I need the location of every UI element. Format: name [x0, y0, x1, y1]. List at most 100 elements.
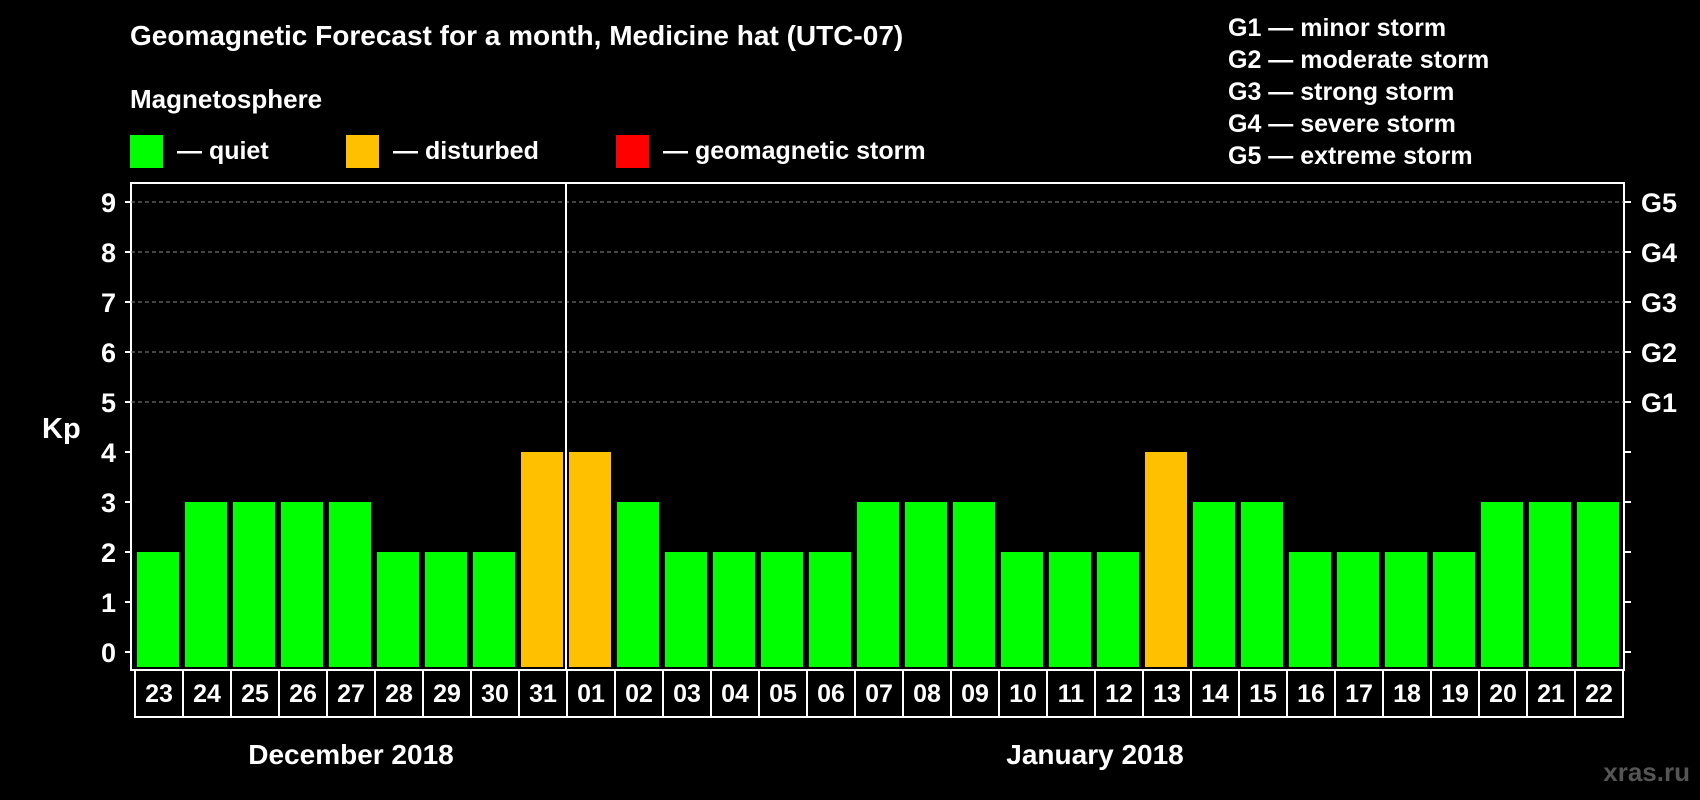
storm-axis-label-g1: G1 — [1641, 388, 1677, 418]
day-label-25: 25 — [241, 680, 269, 708]
day-label-10: 10 — [1009, 680, 1037, 708]
storm-level-g5: G5 — extreme storm — [1228, 142, 1473, 170]
y-tick-label: 7 — [101, 288, 116, 318]
storm-axis-label-g5: G5 — [1641, 188, 1677, 218]
day-label-15: 15 — [1249, 680, 1277, 708]
bar-20 — [1481, 502, 1523, 667]
day-label-13: 13 — [1153, 680, 1181, 708]
bar-10 — [1001, 552, 1043, 667]
legend-storm-swatch — [616, 134, 649, 168]
day-label-07: 07 — [865, 680, 893, 708]
day-label-27: 27 — [337, 680, 365, 708]
watermark: xras.ru — [1603, 757, 1690, 787]
storm-axis-label-g2: G2 — [1641, 338, 1677, 368]
day-label-04: 04 — [721, 680, 749, 708]
bar-03 — [665, 552, 707, 667]
day-label-14: 14 — [1201, 680, 1229, 708]
magnetosphere-label: Magnetosphere — [130, 84, 323, 114]
bar-25 — [233, 502, 275, 667]
day-label-20: 20 — [1489, 680, 1517, 708]
bar-04 — [713, 552, 755, 667]
bar-05 — [761, 552, 803, 667]
day-label-06: 06 — [817, 680, 845, 708]
day-label-23: 23 — [145, 680, 173, 708]
y-tick-label: 1 — [101, 588, 116, 618]
bar-12 — [1097, 552, 1139, 667]
bar-24 — [185, 502, 227, 667]
bar-16 — [1289, 552, 1331, 667]
bar-19 — [1433, 552, 1475, 667]
y-tick-label: 5 — [101, 388, 116, 418]
day-label-17: 17 — [1345, 680, 1373, 708]
month-label-december: December 2018 — [248, 739, 453, 770]
day-label-03: 03 — [673, 680, 701, 708]
day-label-21: 21 — [1537, 680, 1565, 708]
bar-21 — [1529, 502, 1571, 667]
day-label-19: 19 — [1441, 680, 1469, 708]
bar-08 — [905, 502, 947, 667]
day-label-22: 22 — [1585, 680, 1613, 708]
y-tick-label: 6 — [101, 338, 116, 368]
y-axis-label: Kp — [42, 413, 81, 445]
bar-22 — [1577, 502, 1619, 667]
day-label-05: 05 — [769, 680, 797, 708]
day-label-18: 18 — [1393, 680, 1421, 708]
month-label-january: January 2018 — [1006, 739, 1183, 770]
bar-23 — [137, 552, 179, 667]
storm-level-legend: G1 — minor storm G2 — moderate storm G3 … — [1228, 12, 1489, 172]
bar-14 — [1193, 502, 1235, 667]
storm-level-g1: G1 — minor storm — [1228, 14, 1447, 42]
day-label-08: 08 — [913, 680, 941, 708]
y-tick-label: 9 — [101, 188, 116, 218]
bar-09 — [953, 502, 995, 667]
legend-quiet-swatch — [130, 134, 163, 168]
bar-26 — [281, 502, 323, 667]
bar-29 — [425, 552, 467, 667]
y-tick-label: 2 — [101, 538, 116, 568]
day-label-16: 16 — [1297, 680, 1325, 708]
bar-30 — [473, 552, 515, 667]
bar-17 — [1337, 552, 1379, 667]
bar-28 — [377, 552, 419, 667]
storm-level-g4: G4 — severe storm — [1228, 110, 1456, 138]
bar-13 — [1145, 452, 1187, 667]
storm-level-g3: G3 — strong storm — [1228, 78, 1455, 106]
day-label-02: 02 — [625, 680, 653, 708]
legend-quiet: — quiet — [130, 134, 269, 168]
bar-07 — [857, 502, 899, 667]
y-tick-label: 0 — [101, 638, 116, 668]
day-label-31: 31 — [529, 680, 557, 708]
day-label-30: 30 — [481, 680, 509, 708]
bar-11 — [1049, 552, 1091, 667]
day-label-09: 09 — [961, 680, 989, 708]
storm-level-g2: G2 — moderate storm — [1228, 46, 1490, 74]
y-tick-label: 4 — [101, 438, 116, 468]
y-tick-label: 3 — [101, 488, 116, 518]
storm-axis-label-g3: G3 — [1641, 288, 1677, 318]
day-label-01: 01 — [577, 680, 605, 708]
y-tick-label: 8 — [101, 238, 116, 268]
bar-31 — [521, 452, 563, 667]
legend-storm-label: — geomagnetic storm — [663, 136, 926, 165]
day-label-11: 11 — [1058, 680, 1085, 708]
bar-06 — [809, 552, 851, 667]
legend-disturbed-swatch — [346, 134, 379, 168]
legend-disturbed: — disturbed — [346, 134, 539, 168]
storm-axis-label-g4: G4 — [1641, 238, 1677, 268]
day-label-29: 29 — [433, 680, 461, 708]
legend-storm: — geomagnetic storm — [616, 134, 926, 168]
bar-01 — [569, 452, 611, 667]
bar-27 — [329, 502, 371, 667]
day-label-26: 26 — [289, 680, 317, 708]
day-label-24: 24 — [193, 680, 221, 708]
day-label-28: 28 — [385, 680, 413, 708]
bar-02 — [617, 502, 659, 667]
chart-title: Geomagnetic Forecast for a month, Medici… — [130, 20, 904, 51]
bar-15 — [1241, 502, 1283, 667]
day-label-12: 12 — [1105, 680, 1133, 708]
legend-quiet-label: — quiet — [177, 136, 269, 165]
bar-18 — [1385, 552, 1427, 667]
day-label-strip — [134, 669, 1624, 718]
legend-disturbed-label: — disturbed — [393, 136, 539, 165]
